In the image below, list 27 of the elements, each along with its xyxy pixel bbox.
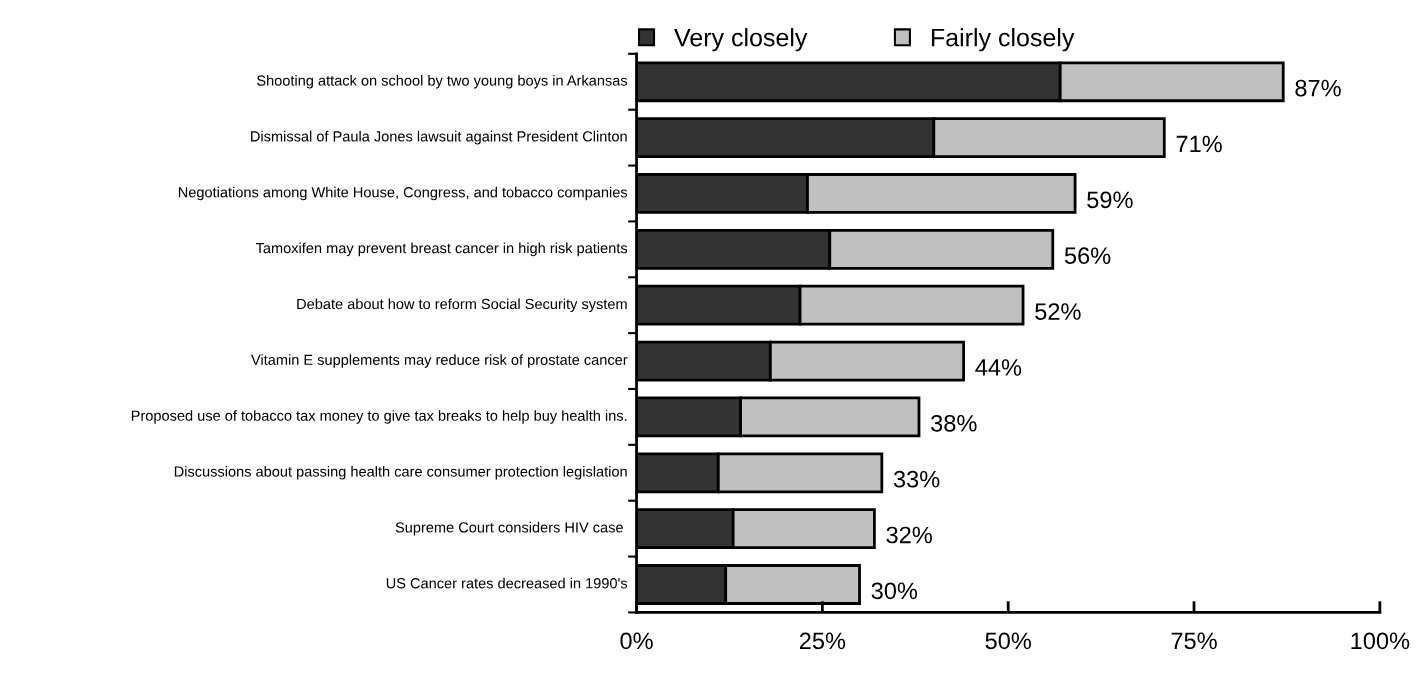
y-tick-label: Shooting attack on school by two young boys in Arkansas xyxy=(257,74,628,89)
total-label: 56% xyxy=(1064,247,1111,265)
total-label: 71% xyxy=(1176,135,1222,153)
total-label: 44% xyxy=(975,359,1022,376)
total-label: 30% xyxy=(871,582,918,600)
total-label: 32% xyxy=(886,526,932,544)
total-label: 87% xyxy=(1295,79,1341,97)
y-tick-label: Supreme Court considers HIV case xyxy=(395,521,623,536)
total-label: 38% xyxy=(931,414,977,432)
y-tick-label: US Cancer rates decreased in 1990's xyxy=(386,577,628,589)
y-tick-label: Discussions about passing health care consumer protection legislation xyxy=(174,465,627,480)
x-tick-label: 0% xyxy=(620,632,653,650)
x-tick-label: 25% xyxy=(799,632,846,650)
legend-label: Fairly closely xyxy=(931,28,1075,52)
y-tick-label: Vitamin E supplements may reduce risk of prostate cancer xyxy=(251,354,628,368)
y-tick-label: Debate about how to reform Social Security system xyxy=(297,298,627,312)
total-label: 33% xyxy=(893,470,940,488)
y-tick-label: Negotiations among White House, Congress, and tobacco companies xyxy=(178,186,628,201)
y-tick-label: Tamoxifen may prevent breast cancer in high risk patients xyxy=(255,242,628,257)
total-label: 59% xyxy=(1087,191,1133,209)
y-tick-label: Dismissal of Paula Jones lawsuit against President Clinton xyxy=(251,130,627,145)
total-label: 52% xyxy=(1035,303,1081,320)
x-tick-label: 50% xyxy=(985,632,1031,650)
legend-label: Very closely xyxy=(674,28,808,52)
x-tick-label: 75% xyxy=(1171,632,1217,650)
x-tick-label: 100% xyxy=(1351,632,1410,650)
y-tick-label: Proposed use of tobacco tax money to give tax breaks to help buy health ins. xyxy=(131,410,627,424)
